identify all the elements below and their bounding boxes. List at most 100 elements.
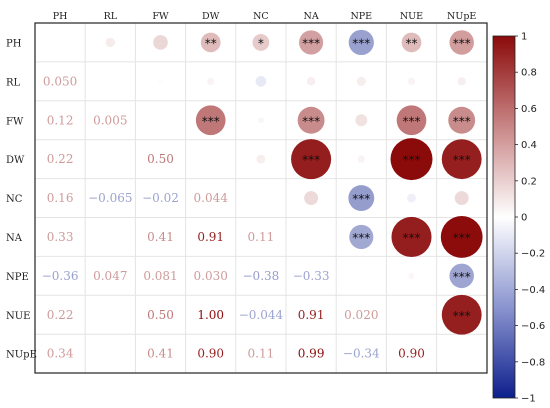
value-na-dw: 0.91 (197, 230, 224, 244)
colorbar-tick-label: −0.2 (521, 249, 545, 260)
circle-dw-nupe (441, 139, 482, 180)
value-nupe-fw: 0.41 (147, 347, 174, 361)
value-fw-rl: 0.005 (93, 113, 127, 127)
value-npe-fw: 0.081 (143, 269, 177, 283)
circle-dw-nc (256, 154, 266, 164)
circle-na-npe (349, 224, 374, 250)
value-rl-ph: 0.050 (43, 74, 77, 88)
circle-ph-rl (105, 37, 115, 48)
value-nupe-nue: 0.90 (398, 347, 425, 361)
significance-ph-dw: ** (205, 36, 217, 50)
colorbar-tick-label: −1 (521, 394, 536, 405)
colorbar-tick-label: 0.8 (521, 68, 537, 79)
circle-dw-nue (390, 138, 433, 181)
circle-rl-nc (255, 75, 267, 87)
colorbar-tick-label: −0.8 (521, 357, 545, 368)
circle-dw-na (291, 139, 332, 180)
circle-rl-dw (207, 77, 215, 85)
column-label-nc: NC (253, 11, 269, 22)
significance-dw-na: *** (302, 153, 320, 167)
significance-nue-nupe: *** (453, 309, 471, 323)
circle-ph-fw (153, 35, 168, 50)
value-na-fw: 0.41 (147, 230, 174, 244)
row-label-npe: NPE (6, 272, 29, 283)
significance-ph-na: *** (302, 36, 320, 50)
value-na-nc: 0.11 (248, 230, 275, 244)
significance-dw-nue: *** (403, 153, 421, 167)
circle-rl-nue (407, 77, 416, 85)
column-label-nue: NUE (400, 11, 423, 22)
row-label-nue: NUE (6, 311, 30, 322)
value-nupe-dw: 0.90 (197, 347, 224, 361)
value-nc-ph: 0.16 (47, 191, 74, 205)
value-npe-dw: 0.030 (194, 269, 228, 283)
colorbar-tick-label: 0.2 (521, 176, 537, 187)
value-nc-rl: −0.065 (88, 191, 132, 205)
circle-nc-nupe (454, 191, 469, 206)
circle-fw-nue (396, 105, 427, 136)
circle-na-nue (391, 216, 432, 257)
value-nue-na: 0.91 (298, 308, 325, 322)
significance-na-nupe: *** (453, 231, 471, 245)
circle-rl-npe (356, 76, 366, 86)
column-label-fw: FW (152, 11, 169, 22)
column-label-na: NA (304, 11, 319, 22)
significance-ph-nue: ** (406, 36, 418, 50)
circle-npe-nupe (449, 263, 474, 289)
value-nue-nc: −0.044 (239, 308, 284, 322)
plot-border (34, 22, 488, 374)
circle-rl-nupe (457, 77, 466, 86)
value-fw-ph: 0.12 (47, 113, 74, 127)
value-nue-fw: 0.50 (147, 308, 174, 322)
circle-fw-nc (257, 117, 264, 124)
circle-nue-nupe (441, 294, 482, 335)
colorbar-tick-label: 0.6 (521, 104, 537, 115)
circle-ph-dw (200, 32, 221, 53)
value-nc-fw: −0.02 (142, 191, 179, 205)
row-label-ph: PH (6, 38, 22, 49)
circle-fw-nupe (448, 106, 476, 134)
significance-ph-npe: *** (352, 36, 370, 50)
value-npe-na: −0.33 (293, 269, 330, 283)
row-label-fw: FW (6, 116, 24, 127)
significance-fw-nue: *** (403, 114, 421, 128)
significance-npe-nupe: *** (453, 270, 471, 284)
axis-labels: PH PH RL RL FW FW DW DW NC NC NA NA NPE NPE NUE NUE NUpE… (6, 11, 476, 361)
colorbar-tick-label: −0.6 (521, 321, 545, 332)
significance-ph-nc: * (258, 36, 264, 50)
value-nue-ph: 0.22 (47, 308, 74, 322)
significance-na-npe: *** (352, 231, 370, 245)
value-npe-nc: −0.38 (243, 269, 280, 283)
value-nc-dw: 0.044 (194, 191, 229, 205)
value-nupe-nc: 0.11 (248, 347, 275, 361)
colorbar-tick-label: 0.4 (521, 140, 537, 151)
value-nupe-ph: 0.34 (47, 347, 74, 361)
value-nupe-na: 0.99 (298, 347, 325, 361)
column-label-nupe: NUpE (447, 11, 476, 22)
colorbar-tick-label: 1 (521, 32, 527, 43)
column-label-ph: PH (53, 11, 68, 22)
value-nue-dw: 1.00 (197, 308, 224, 322)
significance-na-nue: *** (403, 231, 421, 245)
circle-fw-na (297, 106, 325, 134)
circle-ph-na (299, 30, 324, 55)
circle-fw-npe (355, 114, 368, 127)
colorbar-tick-label: −0.4 (521, 285, 545, 296)
value-dw-ph: 0.22 (47, 152, 74, 166)
grid (35, 23, 487, 374)
row-label-nc: NC (6, 194, 23, 205)
circle-npe-nue (408, 272, 415, 279)
value-dw-fw: 0.50 (147, 152, 174, 166)
row-label-na: NA (6, 233, 23, 244)
circle-nc-na (304, 191, 319, 206)
circle-rl-fw (158, 78, 163, 84)
circle-ph-nc (252, 34, 270, 51)
value-na-ph: 0.33 (47, 230, 74, 244)
significance-fw-nupe: *** (453, 114, 471, 128)
circle-nc-nue (407, 193, 416, 203)
circle-ph-npe (348, 29, 374, 56)
row-label-rl: RL (6, 77, 21, 88)
circle-dw-npe (357, 155, 365, 163)
circle-fw-dw (195, 105, 226, 136)
